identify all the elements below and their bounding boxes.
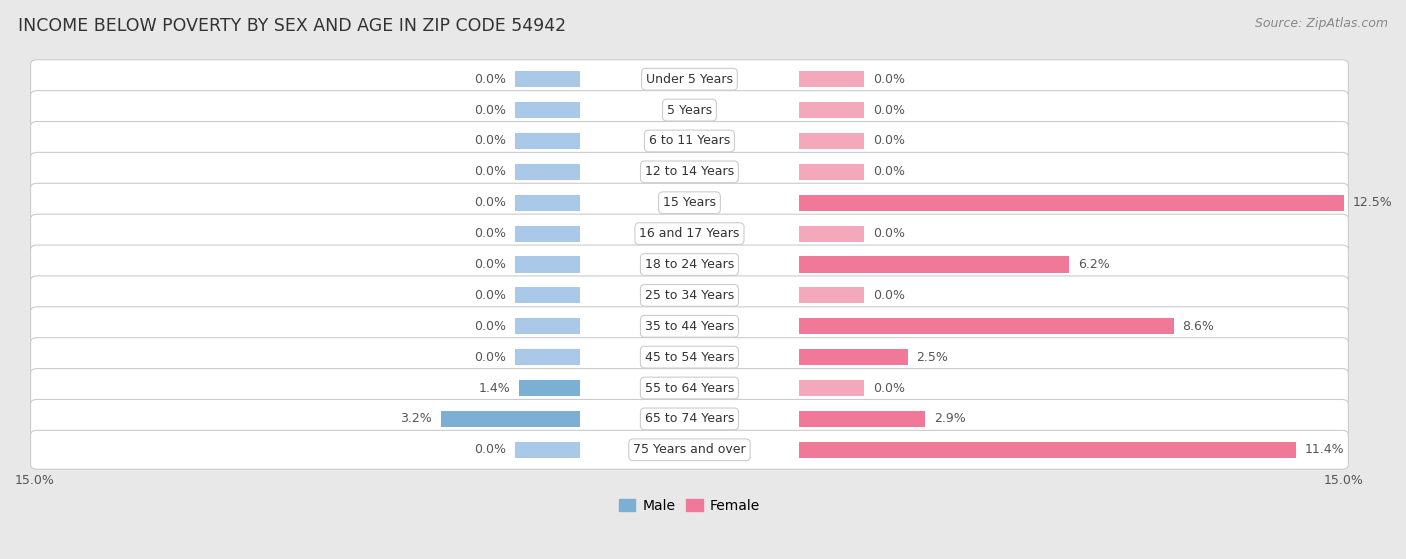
Text: 0.0%: 0.0% <box>873 382 904 395</box>
Bar <box>515 71 581 87</box>
FancyBboxPatch shape <box>31 338 1348 377</box>
Text: 2.9%: 2.9% <box>934 413 966 425</box>
Text: 3.2%: 3.2% <box>401 413 432 425</box>
Text: 6 to 11 Years: 6 to 11 Years <box>648 135 730 148</box>
Text: Source: ZipAtlas.com: Source: ZipAtlas.com <box>1254 17 1388 30</box>
Bar <box>515 257 581 273</box>
Text: 0.0%: 0.0% <box>873 289 904 302</box>
Text: 0.0%: 0.0% <box>474 73 506 86</box>
Text: 11.4%: 11.4% <box>1305 443 1344 456</box>
Bar <box>515 102 581 118</box>
Text: 25 to 34 Years: 25 to 34 Years <box>645 289 734 302</box>
Bar <box>515 318 581 334</box>
FancyBboxPatch shape <box>31 368 1348 408</box>
Text: 55 to 64 Years: 55 to 64 Years <box>645 382 734 395</box>
FancyBboxPatch shape <box>31 183 1348 222</box>
Text: 15 Years: 15 Years <box>664 196 716 209</box>
Text: 0.0%: 0.0% <box>474 135 506 148</box>
Bar <box>799 164 865 180</box>
FancyBboxPatch shape <box>31 121 1348 160</box>
FancyBboxPatch shape <box>31 430 1348 469</box>
FancyBboxPatch shape <box>31 153 1348 191</box>
Bar <box>515 133 581 149</box>
FancyBboxPatch shape <box>31 245 1348 284</box>
Text: 0.0%: 0.0% <box>873 103 904 117</box>
Text: 0.0%: 0.0% <box>873 135 904 148</box>
Bar <box>799 195 1344 211</box>
Text: 0.0%: 0.0% <box>474 258 506 271</box>
Text: 1.4%: 1.4% <box>479 382 510 395</box>
Text: 0.0%: 0.0% <box>873 227 904 240</box>
Bar <box>519 380 581 396</box>
Bar <box>515 349 581 365</box>
FancyBboxPatch shape <box>31 307 1348 345</box>
Bar <box>799 226 865 241</box>
Bar <box>515 287 581 304</box>
Text: 0.0%: 0.0% <box>873 165 904 178</box>
Text: 35 to 44 Years: 35 to 44 Years <box>645 320 734 333</box>
Bar <box>440 411 581 427</box>
Text: 12 to 14 Years: 12 to 14 Years <box>645 165 734 178</box>
Text: 0.0%: 0.0% <box>474 350 506 364</box>
Bar <box>799 318 1174 334</box>
Text: INCOME BELOW POVERTY BY SEX AND AGE IN ZIP CODE 54942: INCOME BELOW POVERTY BY SEX AND AGE IN Z… <box>18 17 567 35</box>
Bar <box>515 195 581 211</box>
Text: 8.6%: 8.6% <box>1182 320 1215 333</box>
Bar <box>799 133 865 149</box>
Text: 0.0%: 0.0% <box>474 227 506 240</box>
Text: 45 to 54 Years: 45 to 54 Years <box>645 350 734 364</box>
Legend: Male, Female: Male, Female <box>613 494 766 518</box>
FancyBboxPatch shape <box>31 91 1348 130</box>
Text: 16 and 17 Years: 16 and 17 Years <box>640 227 740 240</box>
Text: 6.2%: 6.2% <box>1078 258 1109 271</box>
FancyBboxPatch shape <box>31 60 1348 99</box>
Text: 0.0%: 0.0% <box>474 165 506 178</box>
Bar <box>515 226 581 241</box>
Text: 75 Years and over: 75 Years and over <box>633 443 745 456</box>
Text: 0.0%: 0.0% <box>474 443 506 456</box>
Bar <box>799 349 908 365</box>
Text: Under 5 Years: Under 5 Years <box>645 73 733 86</box>
Bar <box>799 411 925 427</box>
Text: 2.5%: 2.5% <box>917 350 948 364</box>
Text: 0.0%: 0.0% <box>474 320 506 333</box>
Text: 18 to 24 Years: 18 to 24 Years <box>645 258 734 271</box>
Bar <box>515 442 581 458</box>
Bar <box>515 164 581 180</box>
Bar <box>799 287 865 304</box>
FancyBboxPatch shape <box>31 400 1348 438</box>
FancyBboxPatch shape <box>31 214 1348 253</box>
Text: 0.0%: 0.0% <box>474 103 506 117</box>
Bar <box>799 257 1069 273</box>
Text: 65 to 74 Years: 65 to 74 Years <box>645 413 734 425</box>
Text: 0.0%: 0.0% <box>474 196 506 209</box>
Bar <box>799 71 865 87</box>
Text: 0.0%: 0.0% <box>474 289 506 302</box>
FancyBboxPatch shape <box>31 276 1348 315</box>
Bar <box>799 380 865 396</box>
Text: 0.0%: 0.0% <box>873 73 904 86</box>
Bar <box>799 442 1296 458</box>
Text: 12.5%: 12.5% <box>1353 196 1392 209</box>
Text: 5 Years: 5 Years <box>666 103 711 117</box>
Bar <box>799 102 865 118</box>
